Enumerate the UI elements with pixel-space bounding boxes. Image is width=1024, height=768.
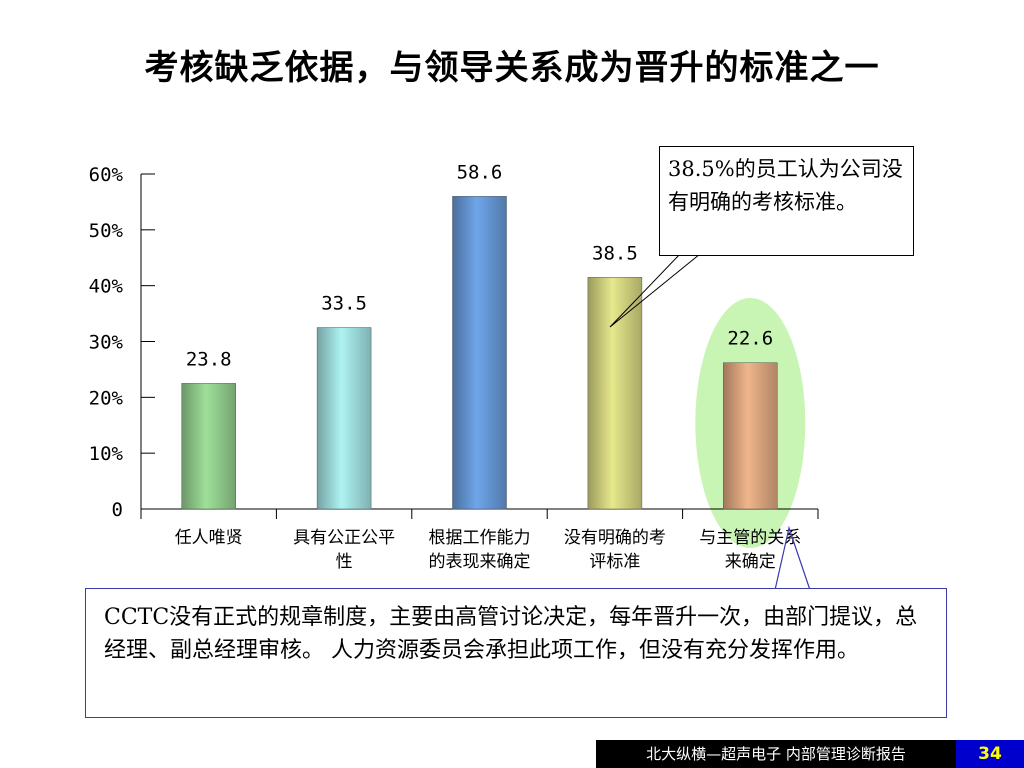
bar — [316, 327, 372, 510]
data-label: 22.6 — [727, 328, 773, 350]
bar — [452, 196, 507, 510]
summary-pointer — [774, 525, 811, 591]
callout-pointer — [609, 253, 701, 328]
x-tick-label: 具有公正公平性 — [293, 528, 395, 572]
bar — [723, 362, 778, 510]
callout-box: 38.5%的员工认为公司没有明确的考核标准。 — [659, 146, 914, 256]
bar — [587, 277, 643, 510]
y-tick-label: 10% — [89, 443, 124, 465]
x-tick-label: 任人唯贤 — [175, 528, 243, 548]
x-tick-label: 没有明确的考评标准 — [564, 528, 666, 572]
page-title: 考核缺乏依据，与领导关系成为晋升的标准之一 — [144, 48, 880, 88]
bar — [181, 383, 236, 510]
x-tick-label: 与主管的关系来确定 — [699, 528, 801, 572]
page-number: 34 — [956, 740, 1024, 768]
x-tick-label: 根据工作能力的表现来确定 — [429, 528, 531, 572]
data-label: 33.5 — [321, 293, 367, 315]
footer-label: 北大纵横—超声电子 内部管理诊断报告 — [596, 740, 956, 768]
y-tick-label: 60% — [89, 164, 124, 186]
summary-box: CCTC没有正式的规章制度，主要由高管讨论决定，每年晋升一次，由部门提议，总经理… — [85, 588, 947, 718]
data-label: 58.6 — [457, 161, 503, 183]
data-label: 23.8 — [186, 348, 232, 370]
y-tick-label: 20% — [89, 387, 124, 409]
y-tick-label: 0 — [112, 499, 123, 521]
bar-chart: 0 10% 20% 30% 40% 50% 60% 23.8 33.5 58.6 38.5 22.6 任… — [89, 161, 819, 591]
y-tick-label: 40% — [89, 276, 124, 298]
y-tick-label: 30% — [89, 332, 124, 354]
data-label: 38.5 — [592, 242, 638, 264]
y-tick-label: 50% — [89, 220, 124, 242]
